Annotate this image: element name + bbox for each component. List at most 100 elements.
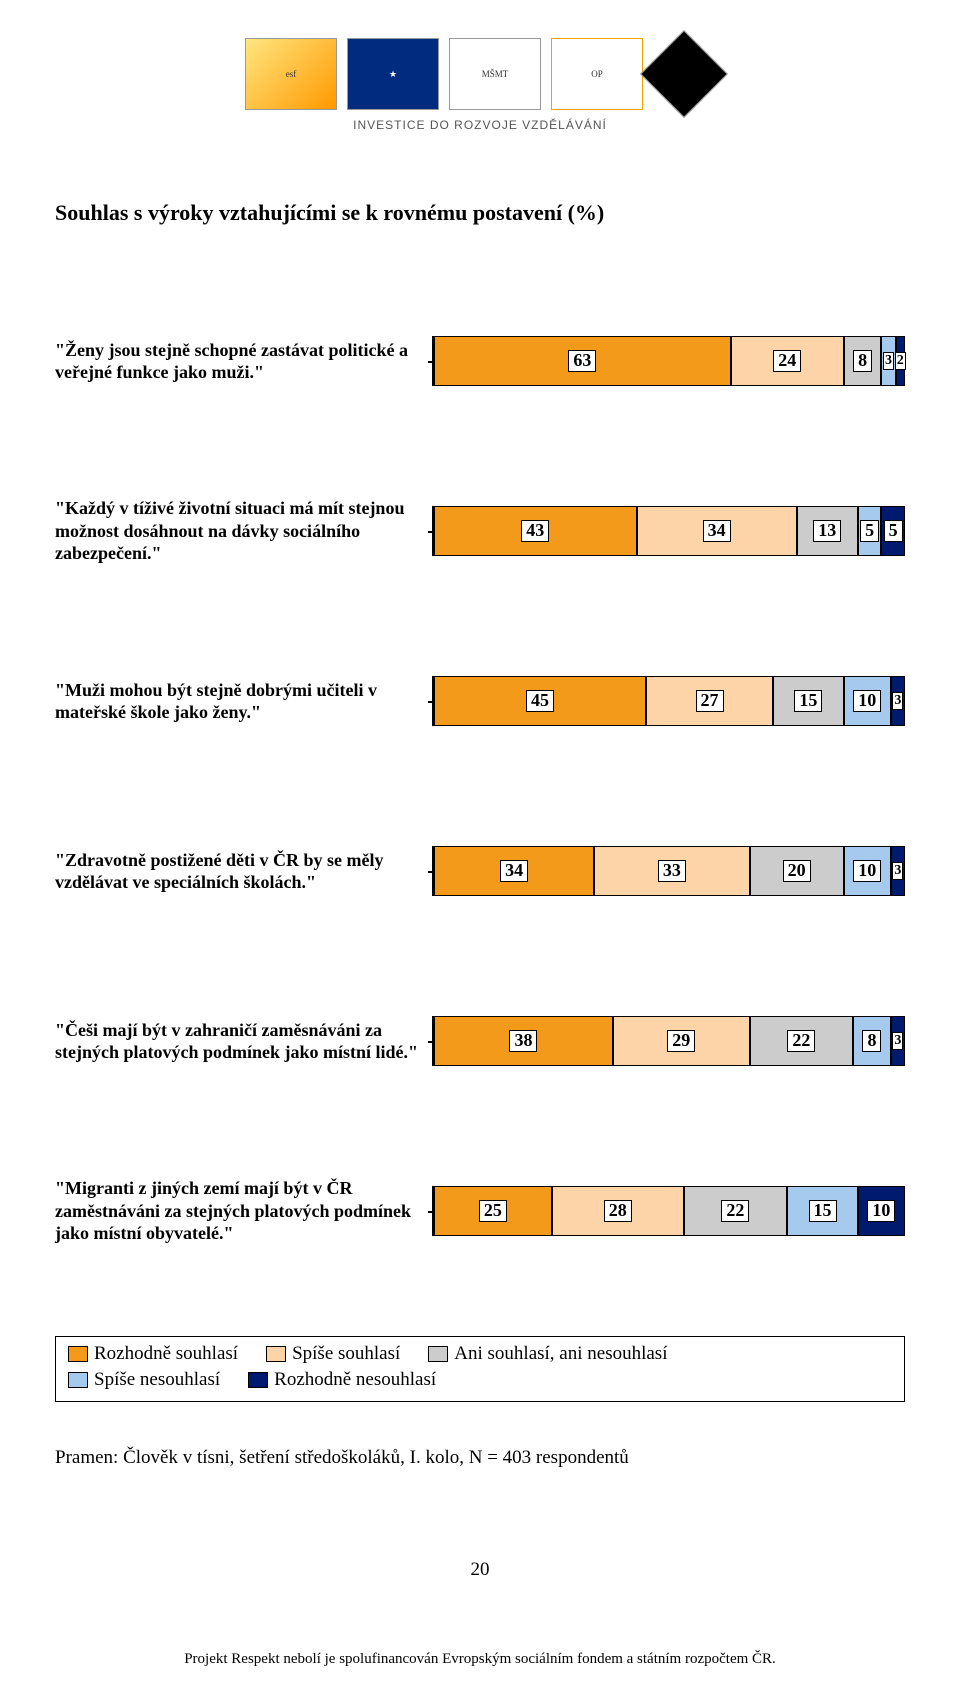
bar-value-label: 15 bbox=[794, 690, 822, 712]
bar-segment: 24 bbox=[731, 336, 844, 386]
bar-value-label: 43 bbox=[521, 520, 549, 542]
header-logo-band: esf ★ MŠMT OP INVESTICE DO ROZVOJE VZDĚL… bbox=[0, 0, 960, 170]
bar-value-label: 3 bbox=[892, 862, 903, 879]
bar-category-label: "Migranti z jiných zemí mají být v ČR za… bbox=[55, 1177, 432, 1245]
bar-value-label: 8 bbox=[853, 350, 872, 372]
source-note: Pramen: Člověk v tísni, šetření středošk… bbox=[55, 1447, 905, 1469]
bar-category-label: "Ženy jsou stejně schopné zastávat polit… bbox=[55, 339, 432, 384]
bar-value-label: 45 bbox=[526, 690, 554, 712]
chart-title: Souhlas s výroky vztahujícími se k rovné… bbox=[55, 200, 905, 226]
page-number: 20 bbox=[55, 1559, 905, 1581]
legend-label: Rozhodně souhlasí bbox=[94, 1343, 238, 1365]
bar-value-label: 3 bbox=[892, 1032, 903, 1049]
chart-row: "Češi mají být v zahraničí zaměsnáváni z… bbox=[55, 956, 905, 1126]
page-content: Souhlas s výroky vztahujícími se k rovné… bbox=[0, 170, 960, 1611]
legend-item: Rozhodně nesouhlasí bbox=[248, 1369, 436, 1391]
logo-msmt: MŠMT bbox=[449, 38, 541, 110]
bar-segment: 63 bbox=[434, 336, 731, 386]
footer-note: Projekt Respekt nebolí je spolufinancová… bbox=[0, 1651, 960, 1688]
bar-value-label: 3 bbox=[883, 352, 894, 369]
bar-segment: 3 bbox=[891, 676, 905, 726]
bar-segment: 28 bbox=[552, 1186, 684, 1236]
bar-segment: 33 bbox=[594, 846, 749, 896]
bar-segment: 38 bbox=[434, 1016, 613, 1066]
bar-value-label: 22 bbox=[721, 1200, 749, 1222]
bar-segment: 3 bbox=[891, 1016, 905, 1066]
bar-category-label: "Každý v tíživé životní situaci má mít s… bbox=[55, 497, 432, 565]
bar-segment: 29 bbox=[613, 1016, 750, 1066]
bar-value-label: 29 bbox=[667, 1030, 695, 1052]
legend: Rozhodně souhlasí Spíše souhlasí Ani souhl… bbox=[55, 1336, 905, 1402]
bar-value-label: 15 bbox=[809, 1200, 837, 1222]
bar-value-label: 20 bbox=[783, 860, 811, 882]
bar-wrap: 34 33 20 10 3 bbox=[432, 846, 905, 896]
bar-wrap: 45 27 15 10 3 bbox=[432, 676, 905, 726]
bar-category-label: "Zdravotně postižené děti v ČR by se měl… bbox=[55, 849, 432, 894]
bar-value-label: 63 bbox=[568, 350, 596, 372]
bar-value-label: 2 bbox=[895, 352, 906, 369]
chart-row: "Migranti z jiných zemí mají být v ČR za… bbox=[55, 1126, 905, 1296]
bar-segment: 10 bbox=[844, 846, 891, 896]
bar-segment: 8 bbox=[853, 1016, 891, 1066]
chart-row: "Muži mohou být stejně dobrými učiteli v… bbox=[55, 616, 905, 786]
chart-row: "Zdravotně postižené děti v ČR by se měl… bbox=[55, 786, 905, 956]
bar-segment: 15 bbox=[787, 1186, 858, 1236]
bar-segment: 3 bbox=[881, 336, 895, 386]
legend-swatch bbox=[68, 1372, 88, 1388]
bar-segment: 15 bbox=[773, 676, 844, 726]
bar-value-label: 27 bbox=[696, 690, 724, 712]
bar-segment: 10 bbox=[844, 676, 891, 726]
bar-segment: 8 bbox=[844, 336, 882, 386]
logo-esf: esf bbox=[245, 38, 337, 110]
bar-value-label: 3 bbox=[892, 692, 903, 709]
legend-swatch bbox=[248, 1372, 268, 1388]
bar-wrap: 38 29 22 83 bbox=[432, 1016, 905, 1066]
bar-value-label: 10 bbox=[853, 860, 881, 882]
legend-swatch bbox=[68, 1346, 88, 1362]
legend-item: Ani souhlasí, ani nesouhlasí bbox=[428, 1343, 667, 1365]
bar-value-label: 22 bbox=[787, 1030, 815, 1052]
chart-row: "Ženy jsou stejně schopné zastávat polit… bbox=[55, 276, 905, 446]
bar-value-label: 5 bbox=[884, 520, 903, 542]
bar-segment: 22 bbox=[684, 1186, 788, 1236]
bar-category-label: "Češi mají být v zahraničí zaměsnáváni z… bbox=[55, 1019, 432, 1064]
bar-value-label: 34 bbox=[500, 860, 528, 882]
bar-value-label: 28 bbox=[604, 1200, 632, 1222]
legend-item: Spíše souhlasí bbox=[266, 1343, 400, 1365]
bar-value-label: 10 bbox=[853, 690, 881, 712]
legend-item: Spíše nesouhlasí bbox=[68, 1369, 220, 1391]
bar-value-label: 33 bbox=[658, 860, 686, 882]
bar-segment: 5 bbox=[881, 506, 905, 556]
bar-value-label: 34 bbox=[703, 520, 731, 542]
bar-wrap: 43 34 13 55 bbox=[432, 506, 905, 556]
logo-row: esf ★ MŠMT OP bbox=[245, 38, 715, 110]
invest-line: INVESTICE DO ROZVOJE VZDĚLÁVÁNÍ bbox=[353, 118, 607, 132]
legend-item: Rozhodně souhlasí bbox=[68, 1343, 238, 1365]
bar-segment: 22 bbox=[750, 1016, 854, 1066]
legend-label: Rozhodně nesouhlasí bbox=[274, 1369, 436, 1391]
legend-swatch bbox=[266, 1346, 286, 1362]
legend-swatch bbox=[428, 1346, 448, 1362]
bar-segment: 45 bbox=[434, 676, 646, 726]
legend-label: Ani souhlasí, ani nesouhlasí bbox=[454, 1343, 667, 1365]
bar-segment: 20 bbox=[750, 846, 844, 896]
bar-segment: 5 bbox=[858, 506, 882, 556]
bar-wrap: 63 24 832 bbox=[432, 336, 905, 386]
legend-label: Spíše nesouhlasí bbox=[94, 1369, 220, 1391]
bar-segment: 34 bbox=[637, 506, 797, 556]
bar-segment: 3 bbox=[891, 846, 905, 896]
bar-value-label: 10 bbox=[867, 1200, 895, 1222]
bar-segment: 34 bbox=[434, 846, 594, 896]
bar-segment: 13 bbox=[797, 506, 858, 556]
logo-eu: ★ bbox=[347, 38, 439, 110]
bar-value-label: 8 bbox=[862, 1030, 881, 1052]
bar-segment: 43 bbox=[434, 506, 637, 556]
stacked-bar-chart: "Ženy jsou stejně schopné zastávat polit… bbox=[55, 276, 905, 1296]
bar-value-label: 5 bbox=[860, 520, 879, 542]
bar-value-label: 24 bbox=[773, 350, 801, 372]
chart-row: "Každý v tíživé životní situaci má mít s… bbox=[55, 446, 905, 616]
bar-segment: 2 bbox=[896, 336, 905, 386]
bar-value-label: 38 bbox=[509, 1030, 537, 1052]
bar-value-label: 13 bbox=[813, 520, 841, 542]
bar-segment: 27 bbox=[646, 676, 773, 726]
